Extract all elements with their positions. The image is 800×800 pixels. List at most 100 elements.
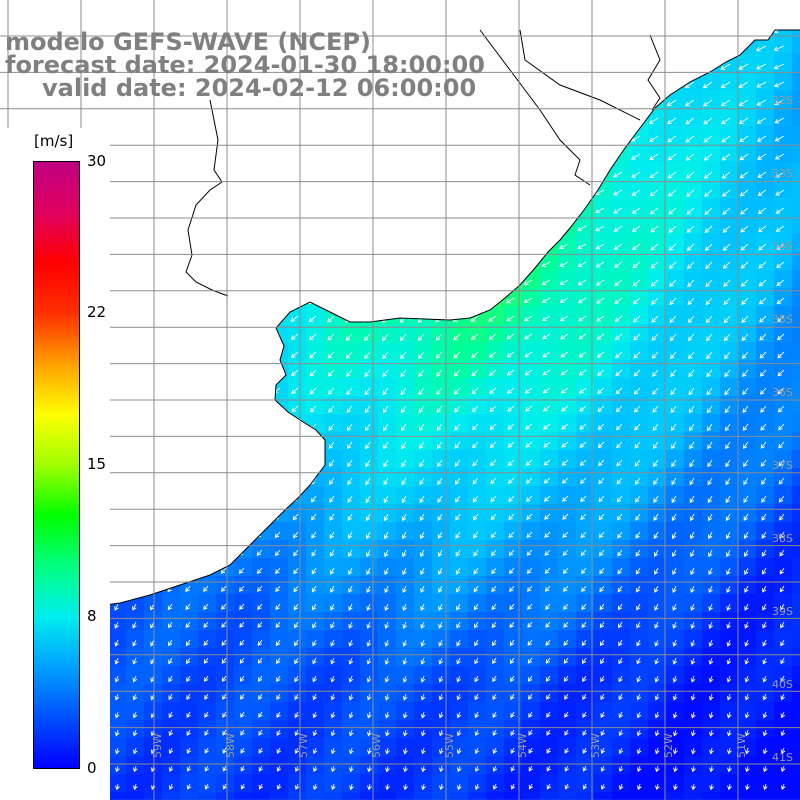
wind-arrow: [348, 729, 354, 737]
wind-arrow: [312, 603, 317, 611]
wind-arrow: [492, 639, 497, 647]
field-cell: [792, 216, 800, 235]
wind-arrow: [707, 531, 713, 540]
field-cell: [792, 234, 800, 253]
wind-arrow: [167, 621, 173, 629]
wind-arrow: [258, 729, 263, 736]
wind-arrow: [672, 729, 678, 737]
field-cell: [108, 720, 127, 739]
field-cell: [540, 306, 559, 325]
wind-arrow: [779, 567, 785, 575]
field-cell: [594, 504, 613, 523]
field-cell: [450, 792, 469, 800]
wind-arrow: [652, 441, 659, 449]
field-cell: [684, 270, 703, 289]
field-cell: [558, 252, 577, 271]
field-cell: [576, 540, 595, 559]
field-cell: [684, 666, 703, 685]
field-cell: [288, 540, 307, 559]
field-cell: [558, 612, 577, 631]
field-cell: [468, 486, 487, 505]
field-cell: [630, 144, 649, 163]
wind-arrow: [741, 351, 749, 359]
field-cell: [684, 720, 703, 739]
field-cell: [180, 594, 199, 613]
wind-arrow: [221, 603, 227, 610]
field-cell: [558, 774, 577, 793]
field-cell: [666, 270, 685, 289]
wind-arrow: [222, 693, 227, 700]
wind-arrow: [115, 783, 120, 791]
wind-arrow: [577, 261, 587, 268]
wind-arrow: [690, 621, 696, 629]
wind-arrow: [454, 405, 461, 413]
wind-arrow: [613, 189, 623, 196]
wind-arrow: [756, 81, 767, 88]
field-cell: [666, 432, 685, 451]
field-cell: [504, 450, 523, 469]
wind-arrow: [383, 495, 389, 504]
wind-arrow: [561, 423, 569, 430]
wind-arrow: [720, 99, 731, 107]
field-cell: [360, 774, 379, 793]
field-cell: [342, 702, 361, 721]
field-cell: [576, 792, 595, 800]
field-cell: [342, 594, 361, 613]
wind-arrow: [367, 747, 372, 755]
field-cell: [774, 486, 793, 505]
wind-arrow: [580, 549, 587, 557]
field-cell: [540, 738, 559, 757]
field-cell: [594, 702, 613, 721]
wind-arrow: [489, 423, 497, 431]
wind-arrow: [740, 207, 749, 215]
field-cell: [234, 612, 253, 631]
field-cell: [612, 630, 631, 649]
wind-arrow: [385, 783, 390, 791]
wind-arrow: [616, 477, 623, 485]
field-cell: [216, 594, 235, 613]
wind-arrow: [330, 765, 336, 773]
wind-arrow: [703, 117, 713, 125]
wind-arrow: [649, 207, 659, 215]
field-cell: [738, 342, 757, 361]
wind-arrow: [632, 279, 641, 287]
field-cell: [702, 756, 721, 775]
field-cell: [738, 720, 757, 739]
field-cell: [360, 486, 379, 505]
wind-arrow: [132, 675, 138, 683]
field-cell: [720, 558, 739, 577]
field-cell: [684, 612, 703, 631]
wind-arrow: [327, 315, 335, 323]
wind-arrow: [582, 675, 587, 682]
field-cell: [306, 648, 325, 667]
wind-arrow: [780, 765, 786, 773]
wind-arrow: [708, 711, 714, 719]
field-cell: [126, 648, 145, 667]
field-cell: [504, 540, 523, 559]
wind-arrow: [438, 567, 443, 575]
field-cell: [216, 738, 235, 757]
wind-arrow: [402, 549, 407, 558]
field-cell: [702, 576, 721, 595]
field-cell: [630, 288, 649, 307]
wind-arrow: [653, 513, 659, 521]
field-cell: [594, 684, 613, 703]
wind-arrow: [564, 693, 569, 700]
field-cell: [396, 504, 415, 523]
wind-arrow: [562, 549, 569, 556]
wind-arrow: [689, 459, 695, 468]
wind-arrow: [294, 783, 300, 790]
wind-arrow: [614, 315, 623, 323]
field-cell: [504, 432, 523, 451]
wind-arrow: [668, 225, 677, 233]
field-cell: [288, 792, 307, 800]
wind-arrow: [689, 477, 695, 486]
wind-arrow: [420, 567, 425, 576]
model-title: modelo GEFS-WAVE (NCEP): [5, 28, 371, 56]
wind-arrow: [384, 567, 389, 576]
field-cell: [558, 630, 577, 649]
wind-arrow: [650, 279, 659, 287]
field-cell: [342, 486, 361, 505]
field-cell: [252, 720, 271, 739]
wind-arrow: [330, 711, 336, 719]
